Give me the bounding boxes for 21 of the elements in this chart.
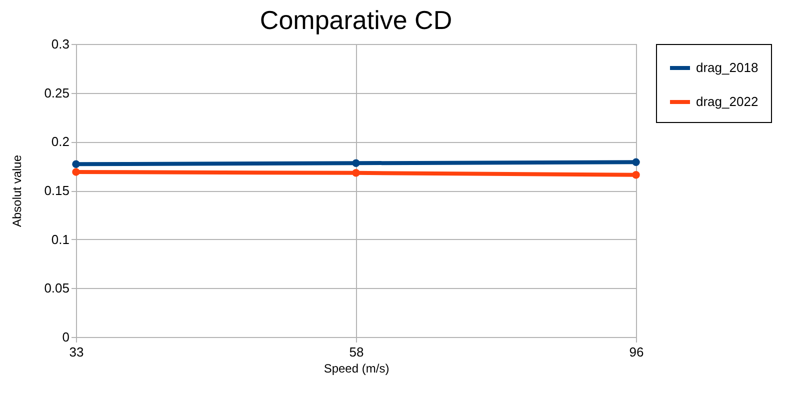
y-tick-label: 0.25 (44, 85, 70, 100)
point (352, 169, 360, 177)
legend-label: drag_2018 (696, 60, 758, 75)
point (72, 168, 80, 176)
y-tick-label: 0.2 (51, 134, 70, 150)
x-axis-title: Speed (m/s) (324, 362, 390, 376)
point (72, 160, 80, 168)
x-tick-label: 96 (629, 344, 644, 360)
y-axis-title: Absolut value (10, 154, 24, 228)
y-tick-label: 0.05 (44, 280, 70, 296)
y-tick-label: 0.3 (51, 36, 70, 52)
point (632, 171, 640, 179)
x-tick-label: 58 (349, 344, 364, 360)
point (352, 159, 360, 168)
legend-label: drag_2022 (696, 94, 758, 109)
y-tick-label: 0.15 (44, 183, 70, 198)
chart-title: Comparative CD (260, 5, 452, 35)
y-tick-label: 0 (62, 330, 70, 344)
y-tick-label: 0.1 (51, 232, 70, 247)
point (632, 158, 640, 166)
x-tick-label: 33 (69, 344, 84, 360)
